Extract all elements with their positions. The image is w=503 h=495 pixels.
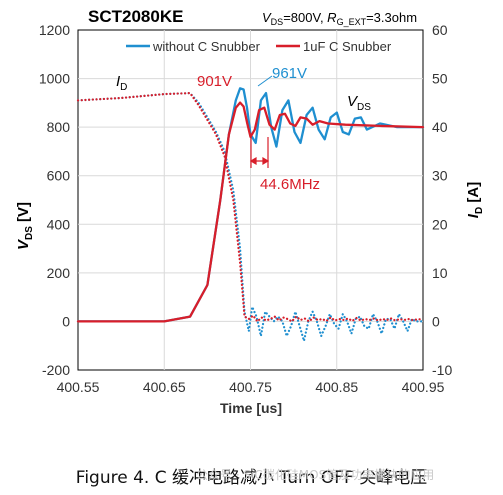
y-tick-left: 1000 bbox=[39, 71, 70, 87]
y-tick-right: 10 bbox=[432, 265, 448, 281]
y-tick-left: 400 bbox=[47, 216, 71, 232]
y-tick-right: 50 bbox=[432, 71, 448, 87]
id-curve-label: ID bbox=[116, 73, 127, 93]
peak-label-snubber: 901V bbox=[197, 73, 232, 90]
watermark-text: 公众号 · SiC碳化硅MOS管及功率模块的应用 bbox=[196, 468, 435, 482]
y-tick-right: 40 bbox=[432, 119, 448, 135]
x-tick: 400.95 bbox=[402, 379, 445, 395]
y-tick-right: 60 bbox=[432, 22, 448, 38]
y-axis-right-label: ID [A] bbox=[465, 182, 485, 218]
test-conditions: VDS=800V, RG_EXT=3.3ohm bbox=[262, 10, 417, 27]
legend-label-without: without C Snubber bbox=[152, 39, 261, 54]
y-tick-left: 1200 bbox=[39, 22, 70, 38]
x-tick: 400.85 bbox=[315, 379, 358, 395]
y-tick-left: 0 bbox=[62, 313, 70, 329]
y-axis-left-label: VDS [V] bbox=[15, 202, 35, 250]
chart-svg: -200 0 200 400 600 800 1000 1200 -10 0 10 20 30 40 50 6… bbox=[15, 7, 485, 416]
peak-label-without: 961V bbox=[272, 65, 307, 82]
peak-leader-without bbox=[257, 75, 273, 87]
y-tick-right: 0 bbox=[432, 313, 440, 329]
y-tick-left: -200 bbox=[42, 362, 70, 378]
ringing-frequency-label: 44.6MHz bbox=[260, 176, 320, 193]
legend-label-snubber: 1uF C Snubber bbox=[303, 39, 392, 54]
x-axis-label: Time [us] bbox=[220, 400, 282, 416]
y-tick-right: -10 bbox=[432, 362, 452, 378]
x-tick: 400.65 bbox=[143, 379, 186, 395]
series-id-with-snubber bbox=[76, 92, 425, 323]
figure-caption: Figure 4. C 缓冲电路减小 Turn OFF 尖峰电压 bbox=[75, 468, 428, 488]
chart-title: SCT2080KE bbox=[88, 7, 183, 26]
x-tick: 400.55 bbox=[57, 379, 100, 395]
vds-curve-label: VDS bbox=[347, 93, 371, 113]
y-tick-left: 800 bbox=[47, 119, 71, 135]
x-tick: 400.75 bbox=[229, 379, 272, 395]
ticks: -200 0 200 400 600 800 1000 1200 -10 0 10 20 30 40 50 6… bbox=[39, 22, 453, 395]
y-tick-left: 200 bbox=[47, 265, 71, 281]
y-tick-right: 30 bbox=[432, 168, 448, 184]
series-vds-with-snubber bbox=[76, 101, 425, 323]
series-layer bbox=[76, 87, 425, 342]
legend: without C Snubber 1uF C Snubber bbox=[126, 39, 392, 54]
y-tick-left: 600 bbox=[47, 168, 71, 184]
ringing-period-marker bbox=[249, 137, 270, 168]
y-tick-right: 20 bbox=[432, 216, 448, 232]
